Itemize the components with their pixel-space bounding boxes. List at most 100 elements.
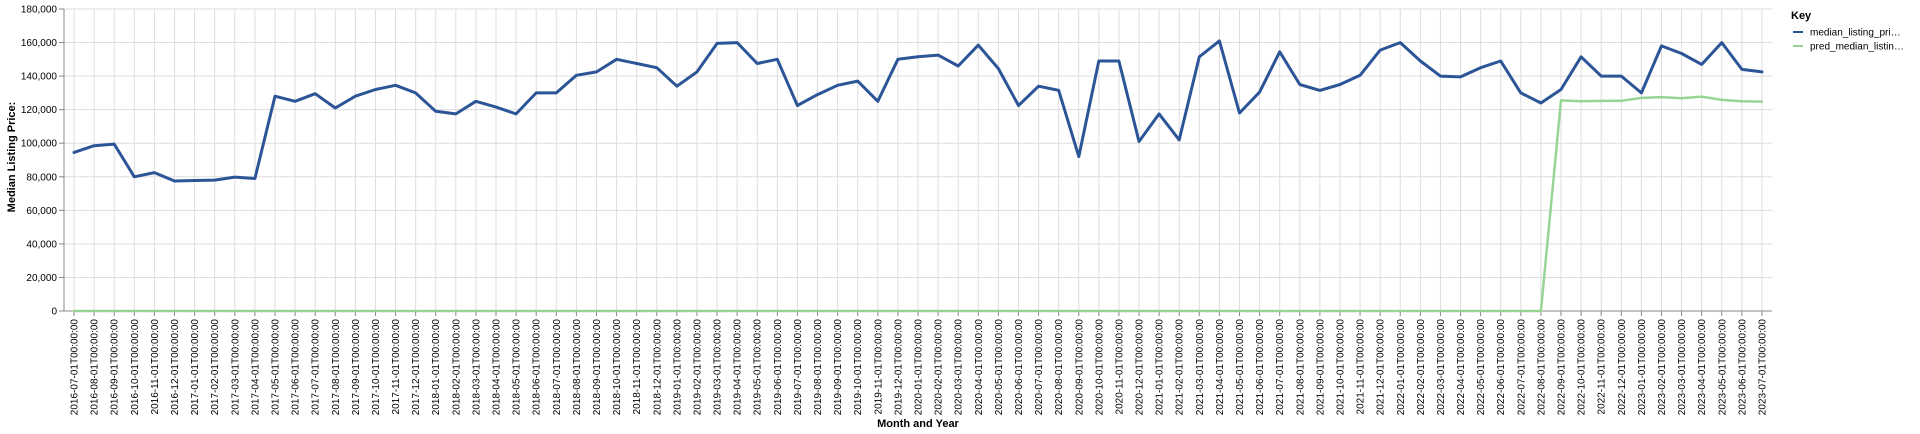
x-tick-label: 2020-09-01T00:00:00 — [1074, 319, 1085, 416]
x-tick-label: 2022-02-01T00:00:00 — [1416, 319, 1427, 416]
x-tick-label: 2018-12-01T00:00:00 — [652, 319, 663, 416]
x-tick-label: 2019-02-01T00:00:00 — [692, 319, 703, 416]
x-tick-label: 2022-07-01T00:00:00 — [1516, 319, 1527, 416]
x-tick-label: 2020-07-01T00:00:00 — [1034, 319, 1045, 416]
x-tick-label: 2016-10-01T00:00:00 — [130, 319, 141, 416]
legend-label-1: pred_median_listin… — [1810, 42, 1904, 53]
x-tick-label: 2016-07-01T00:00:00 — [70, 319, 81, 416]
x-tick-label: 2017-08-01T00:00:00 — [331, 319, 342, 416]
x-tick-label: 2017-04-01T00:00:00 — [250, 319, 261, 416]
x-tick-label: 2020-10-01T00:00:00 — [1094, 319, 1105, 416]
x-tick-label: 2021-10-01T00:00:00 — [1335, 319, 1346, 416]
x-tick-label: 2019-03-01T00:00:00 — [713, 319, 724, 416]
x-tick-label: 2021-06-01T00:00:00 — [1255, 319, 1266, 416]
y-tick-label: 20,000 — [26, 273, 57, 284]
x-tick-label: 2017-03-01T00:00:00 — [230, 319, 241, 416]
series-line-0 — [72, 39, 1764, 183]
x-axis-title: Month and Year — [877, 418, 959, 430]
x-tick-label: 2019-07-01T00:00:00 — [793, 319, 804, 416]
x-tick-label: 2020-06-01T00:00:00 — [1014, 319, 1025, 416]
y-tick-label: 160,000 — [21, 38, 58, 49]
x-tick-label: 2016-11-01T00:00:00 — [150, 319, 161, 415]
x-tick-label: 2019-05-01T00:00:00 — [753, 319, 764, 416]
x-tick-label: 2017-06-01T00:00:00 — [291, 319, 302, 416]
x-tick-label: 2017-10-01T00:00:00 — [371, 319, 382, 416]
legend-label-0: median_listing_pri… — [1810, 28, 1901, 39]
x-tick-label: 2022-12-01T00:00:00 — [1617, 319, 1628, 416]
x-tick-label: 2020-03-01T00:00:00 — [954, 319, 965, 416]
x-tick-label: 2021-08-01T00:00:00 — [1295, 319, 1306, 416]
y-tick-label: 60,000 — [26, 206, 57, 217]
y-tick-label: 0 — [51, 307, 57, 318]
x-tick-label: 2022-04-01T00:00:00 — [1456, 319, 1467, 416]
x-tick-label: 2018-08-01T00:00:00 — [572, 319, 583, 416]
y-axis-title: Median Listing Price: — [6, 102, 18, 213]
x-tick-label: 2020-02-01T00:00:00 — [934, 319, 945, 416]
x-tick-label: 2017-11-01T00:00:00 — [391, 319, 402, 415]
y-tick-label: 100,000 — [21, 139, 58, 150]
x-tick-label: 2018-09-01T00:00:00 — [592, 319, 603, 416]
x-tick-label: 2022-03-01T00:00:00 — [1436, 319, 1447, 416]
legend-title: Key — [1791, 10, 1812, 22]
x-tick-label: 2018-10-01T00:00:00 — [612, 319, 623, 416]
x-tick-label: 2023-04-01T00:00:00 — [1697, 319, 1708, 416]
x-tick-label: 2021-11-01T00:00:00 — [1356, 319, 1367, 415]
x-tick-label: 2018-04-01T00:00:00 — [492, 319, 503, 416]
x-tick-label: 2023-02-01T00:00:00 — [1657, 319, 1668, 416]
y-tick-label: 180,000 — [21, 5, 58, 16]
x-tick-label: 2022-11-01T00:00:00 — [1597, 319, 1608, 415]
y-tick-label: 40,000 — [26, 239, 57, 250]
x-tick-label: 2019-01-01T00:00:00 — [672, 319, 683, 416]
x-tick-label: 2019-04-01T00:00:00 — [733, 319, 744, 416]
grid-lines — [64, 8, 1772, 312]
x-tick-label: 2022-10-01T00:00:00 — [1577, 319, 1588, 416]
x-tick-label: 2017-01-01T00:00:00 — [190, 319, 201, 416]
x-tick-label: 2021-05-01T00:00:00 — [1235, 319, 1246, 416]
x-tick-label: 2016-12-01T00:00:00 — [170, 319, 181, 416]
x-tick-label: 2023-06-01T00:00:00 — [1737, 319, 1748, 416]
x-tick-label: 2023-03-01T00:00:00 — [1677, 319, 1688, 416]
x-tick-label: 2018-03-01T00:00:00 — [471, 319, 482, 416]
x-tick-label: 2017-09-01T00:00:00 — [351, 319, 362, 416]
x-tick-label: 2021-12-01T00:00:00 — [1376, 319, 1387, 416]
x-tick-label: 2020-12-01T00:00:00 — [1135, 319, 1146, 416]
x-tick-label: 2022-06-01T00:00:00 — [1496, 319, 1507, 416]
x-tick-label: 2019-06-01T00:00:00 — [773, 319, 784, 416]
x-tick-label: 2021-09-01T00:00:00 — [1315, 319, 1326, 416]
x-tick-label: 2016-08-01T00:00:00 — [90, 319, 101, 416]
y-tick-label: 140,000 — [21, 72, 58, 83]
y-tick-label: 120,000 — [21, 105, 58, 116]
x-tick-label: 2017-12-01T00:00:00 — [411, 319, 422, 416]
x-tick-label: 2020-01-01T00:00:00 — [914, 319, 925, 416]
legend: Key median_listing_pri… pred_median_listi… — [1791, 10, 1904, 53]
x-tick-label: 2017-07-01T00:00:00 — [311, 319, 322, 416]
x-tick-label: 2016-09-01T00:00:00 — [110, 319, 121, 416]
x-tick-label: 2023-05-01T00:00:00 — [1717, 319, 1728, 416]
x-tick-label: 2020-08-01T00:00:00 — [1054, 319, 1065, 416]
x-tick-label: 2021-07-01T00:00:00 — [1275, 319, 1286, 416]
x-tick-label: 2019-11-01T00:00:00 — [873, 319, 884, 415]
x-tick-label: 2020-04-01T00:00:00 — [974, 319, 985, 416]
x-tick-label: 2017-02-01T00:00:00 — [210, 319, 221, 416]
x-tick-label: 2022-08-01T00:00:00 — [1536, 319, 1547, 416]
x-tick-label: 2019-09-01T00:00:00 — [833, 319, 844, 416]
x-tick-label: 2019-10-01T00:00:00 — [853, 319, 864, 416]
x-tick-label: 2021-03-01T00:00:00 — [1195, 319, 1206, 416]
series-lines — [72, 39, 1764, 313]
x-tick-label: 2021-04-01T00:00:00 — [1215, 319, 1226, 416]
legend-items: median_listing_pri… pred_median_listin… — [1793, 28, 1904, 53]
x-tick-label: 2018-07-01T00:00:00 — [552, 319, 563, 416]
y-axis-ticks: 0 20,000 40,000 60,000 80,000 100,000 120,000 1… — [21, 5, 65, 318]
x-tick-label: 2018-05-01T00:00:00 — [512, 319, 523, 416]
x-tick-label: 2019-12-01T00:00:00 — [893, 319, 904, 416]
x-tick-label: 2018-01-01T00:00:00 — [431, 319, 442, 416]
y-tick-label: 80,000 — [26, 172, 57, 183]
x-tick-label: 2021-02-01T00:00:00 — [1175, 319, 1186, 416]
x-tick-label: 2018-06-01T00:00:00 — [532, 319, 543, 416]
x-tick-label: 2023-07-01T00:00:00 — [1757, 319, 1768, 416]
x-tick-label: 2020-11-01T00:00:00 — [1114, 319, 1125, 415]
x-tick-label: 2017-05-01T00:00:00 — [270, 319, 281, 416]
x-tick-label: 2020-05-01T00:00:00 — [994, 319, 1005, 416]
x-tick-label: 2018-02-01T00:00:00 — [451, 319, 462, 416]
